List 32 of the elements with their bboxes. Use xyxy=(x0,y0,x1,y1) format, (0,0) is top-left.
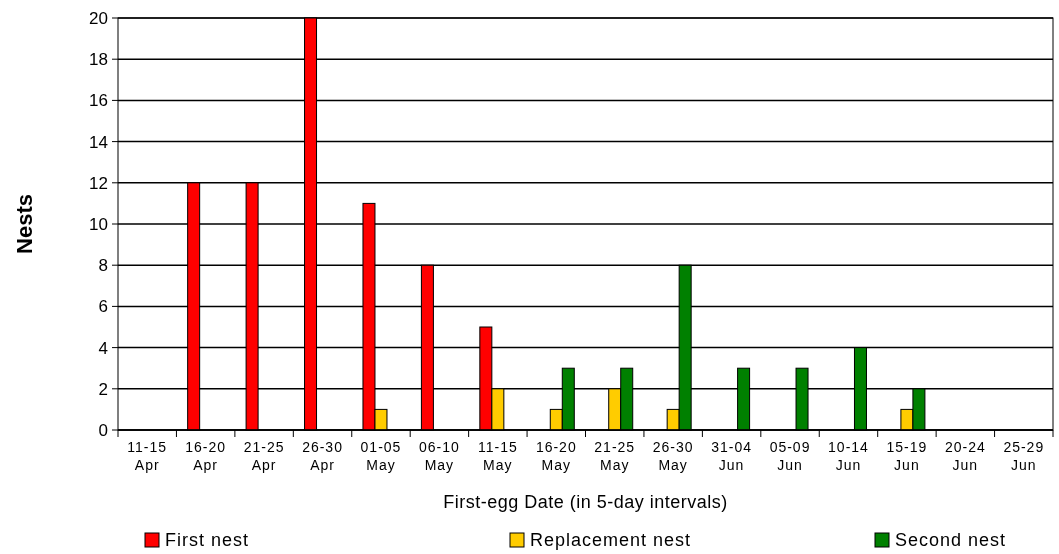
y-tick-label: 0 xyxy=(98,420,108,440)
y-tick-label: 8 xyxy=(98,256,108,276)
legend-label: Replacement nest xyxy=(530,530,692,550)
y-tick-label: 12 xyxy=(89,173,108,193)
legend-label: Second nest xyxy=(895,530,1007,550)
x-axis-title: First-egg Date (in 5-day intervals) xyxy=(443,492,728,512)
y-tick-label: 16 xyxy=(89,91,108,111)
x-tick-label: 10-14 Jun xyxy=(828,439,869,473)
x-tick-label: 26-30 May xyxy=(652,439,694,473)
y-tick-label: 20 xyxy=(89,8,108,28)
x-tick-label: 26-30 Apr xyxy=(302,439,343,473)
x-tick-label: 11-15 May xyxy=(477,439,518,473)
x-tick-label: 20-24 Jun xyxy=(944,439,986,473)
x-tick-label: 31-04 Jun xyxy=(711,439,752,473)
x-tick-label: 16-20 May xyxy=(535,439,577,473)
y-tick-label: 10 xyxy=(89,214,108,234)
y-tick-label: 6 xyxy=(98,297,108,317)
y-axis-title: Nests xyxy=(12,194,37,254)
x-tick-label: 25-29 Jun xyxy=(1003,439,1045,473)
x-tick-label: 21-25 Apr xyxy=(243,439,285,473)
x-tick-label: 11-15 Apr xyxy=(127,439,168,473)
x-tick-label: 01-05 May xyxy=(360,439,402,473)
x-tick-label: 06-10 May xyxy=(419,439,460,473)
y-tick-label: 18 xyxy=(89,50,108,70)
x-tick-label: 21-25 May xyxy=(594,439,636,473)
y-tick-label: 4 xyxy=(98,338,108,358)
legend-label: First nest xyxy=(165,530,250,550)
y-tick-label: 2 xyxy=(98,379,108,399)
x-tick-label: 15-19 Jun xyxy=(886,439,928,473)
x-tick-label: 05-09 Jun xyxy=(769,439,811,473)
y-tick-label: 14 xyxy=(89,132,108,152)
x-tick-label: 16-20 Apr xyxy=(185,439,227,473)
